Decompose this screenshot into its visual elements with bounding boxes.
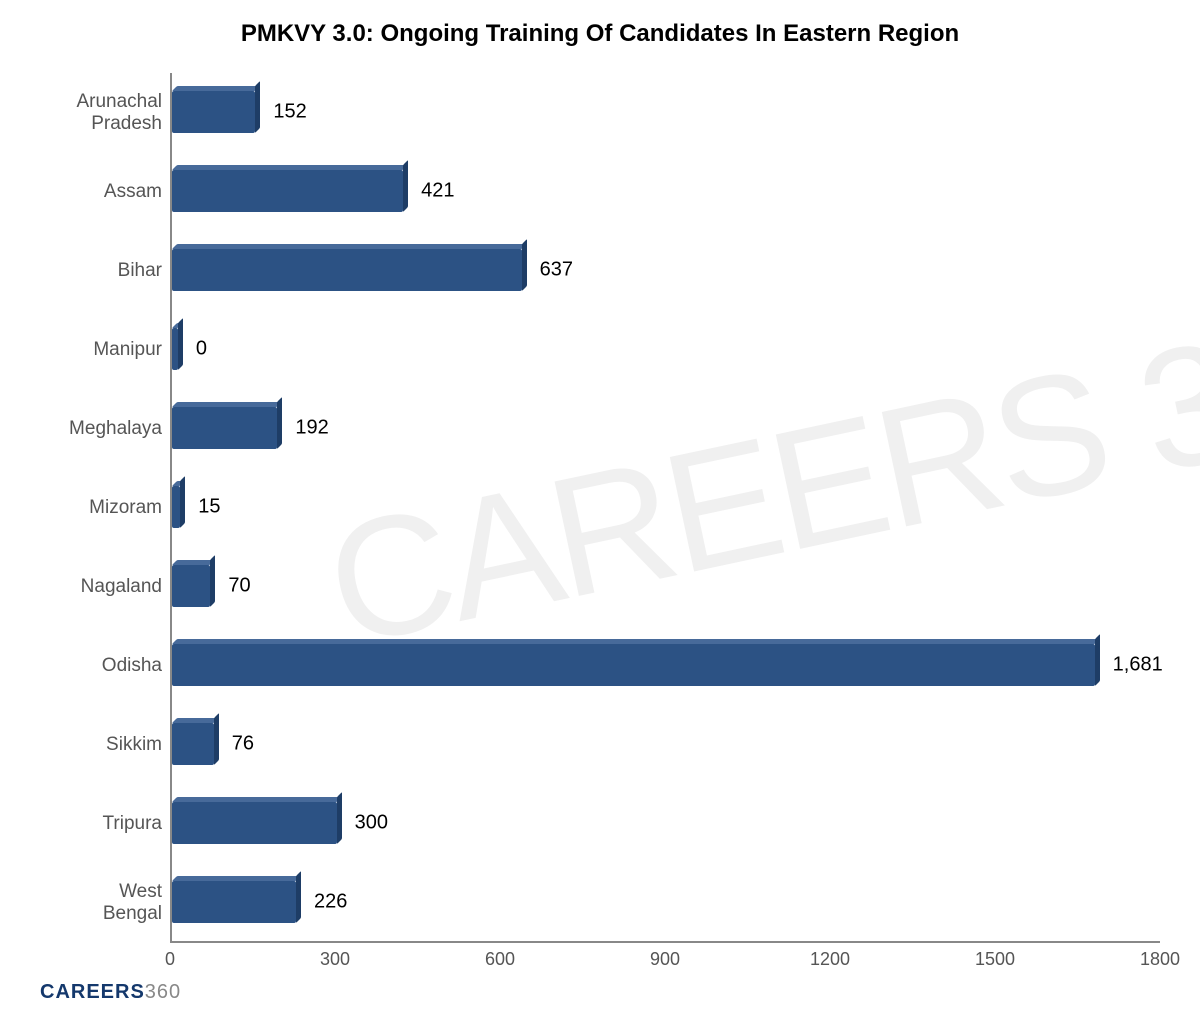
bar-row: 637 bbox=[172, 231, 1160, 309]
y-axis-label: Manipur bbox=[40, 311, 162, 389]
bar-row: 152 bbox=[172, 73, 1160, 151]
bar-top-face bbox=[172, 876, 301, 881]
bar: 76 bbox=[172, 723, 214, 765]
bar-row: 0 bbox=[172, 310, 1160, 388]
bar-side-face bbox=[403, 160, 408, 212]
bar-value-label: 70 bbox=[228, 574, 250, 597]
bar: 637 bbox=[172, 249, 522, 291]
bar-row: 421 bbox=[172, 152, 1160, 230]
bar: 192 bbox=[172, 407, 277, 449]
bar: 300 bbox=[172, 802, 337, 844]
x-axis-tick: 0 bbox=[165, 949, 175, 970]
x-axis-tick: 600 bbox=[485, 949, 515, 970]
x-axis-tick: 900 bbox=[650, 949, 680, 970]
bar: 152 bbox=[172, 91, 255, 133]
y-axis-label: WestBengal bbox=[40, 864, 162, 942]
plot-area: ArunachalPradeshAssamBiharManipurMeghala… bbox=[40, 73, 1160, 943]
bar-row: 226 bbox=[172, 863, 1160, 941]
bar-side-face bbox=[296, 871, 301, 923]
y-axis-label: Assam bbox=[40, 153, 162, 231]
branding-logo: CAREERS360 bbox=[40, 981, 181, 1004]
bar-top-face bbox=[172, 639, 1100, 644]
bar-side-face bbox=[210, 555, 215, 607]
bar-side-face bbox=[277, 397, 282, 449]
bar-value-label: 192 bbox=[295, 417, 328, 440]
bar-side-face bbox=[337, 792, 342, 844]
y-axis-label: Tripura bbox=[40, 785, 162, 863]
bar-value-label: 76 bbox=[232, 732, 254, 755]
brand-part-2: 360 bbox=[145, 981, 181, 1003]
bar-value-label: 637 bbox=[540, 259, 573, 282]
y-axis-label: Meghalaya bbox=[40, 390, 162, 468]
bar: 0 bbox=[172, 328, 178, 370]
y-axis-label: Mizoram bbox=[40, 469, 162, 547]
y-axis-labels: ArunachalPradeshAssamBiharManipurMeghala… bbox=[40, 73, 170, 943]
bar: 1,681 bbox=[172, 644, 1095, 686]
bar-value-label: 15 bbox=[198, 495, 220, 518]
bar-side-face bbox=[180, 476, 185, 528]
y-axis-label: Odisha bbox=[40, 627, 162, 705]
bar-side-face bbox=[522, 239, 527, 291]
bar-value-label: 421 bbox=[421, 180, 454, 203]
bar-value-label: 1,681 bbox=[1113, 653, 1163, 676]
bar: 226 bbox=[172, 881, 296, 923]
bar-row: 192 bbox=[172, 389, 1160, 467]
chart-container: PMKVY 3.0: Ongoing Training Of Candidate… bbox=[0, 0, 1200, 1016]
bar-top-face bbox=[172, 560, 215, 565]
x-axis-tick: 1500 bbox=[975, 949, 1015, 970]
y-axis-label: Nagaland bbox=[40, 548, 162, 626]
brand-part-1: CAREERS bbox=[40, 981, 145, 1003]
bar: 15 bbox=[172, 486, 180, 528]
bars-region: CAREERS 360 152421637019215701,681763002… bbox=[170, 73, 1160, 943]
y-axis-label: Sikkim bbox=[40, 706, 162, 784]
bar-side-face bbox=[255, 81, 260, 133]
bar-row: 300 bbox=[172, 784, 1160, 862]
y-axis-label: ArunachalPradesh bbox=[40, 74, 162, 152]
bar-top-face bbox=[172, 402, 282, 407]
bar-row: 70 bbox=[172, 547, 1160, 625]
bar-top-face bbox=[172, 165, 408, 170]
bar-row: 1,681 bbox=[172, 626, 1160, 704]
bar-top-face bbox=[172, 86, 260, 91]
x-axis-tick: 300 bbox=[320, 949, 350, 970]
bar-row: 76 bbox=[172, 705, 1160, 783]
bar-top-face bbox=[172, 244, 527, 249]
bar-value-label: 152 bbox=[273, 101, 306, 124]
x-axis-tick: 1200 bbox=[810, 949, 850, 970]
bar: 70 bbox=[172, 565, 210, 607]
bar-side-face bbox=[178, 318, 183, 370]
bar-value-label: 0 bbox=[196, 338, 207, 361]
x-axis-tick: 1800 bbox=[1140, 949, 1180, 970]
bar: 421 bbox=[172, 170, 403, 212]
bar-value-label: 300 bbox=[355, 811, 388, 834]
bar-side-face bbox=[214, 713, 219, 765]
bar-top-face bbox=[172, 797, 342, 802]
bar-row: 15 bbox=[172, 468, 1160, 546]
bar-side-face bbox=[1095, 634, 1100, 686]
bar-value-label: 226 bbox=[314, 890, 347, 913]
bars-inner: 152 421 637 0 192 15 70 1,681 76 300 226 bbox=[172, 73, 1160, 941]
chart-title: PMKVY 3.0: Ongoing Training Of Candidate… bbox=[40, 20, 1160, 48]
y-axis-label: Bihar bbox=[40, 232, 162, 310]
bar-top-face bbox=[172, 718, 219, 723]
